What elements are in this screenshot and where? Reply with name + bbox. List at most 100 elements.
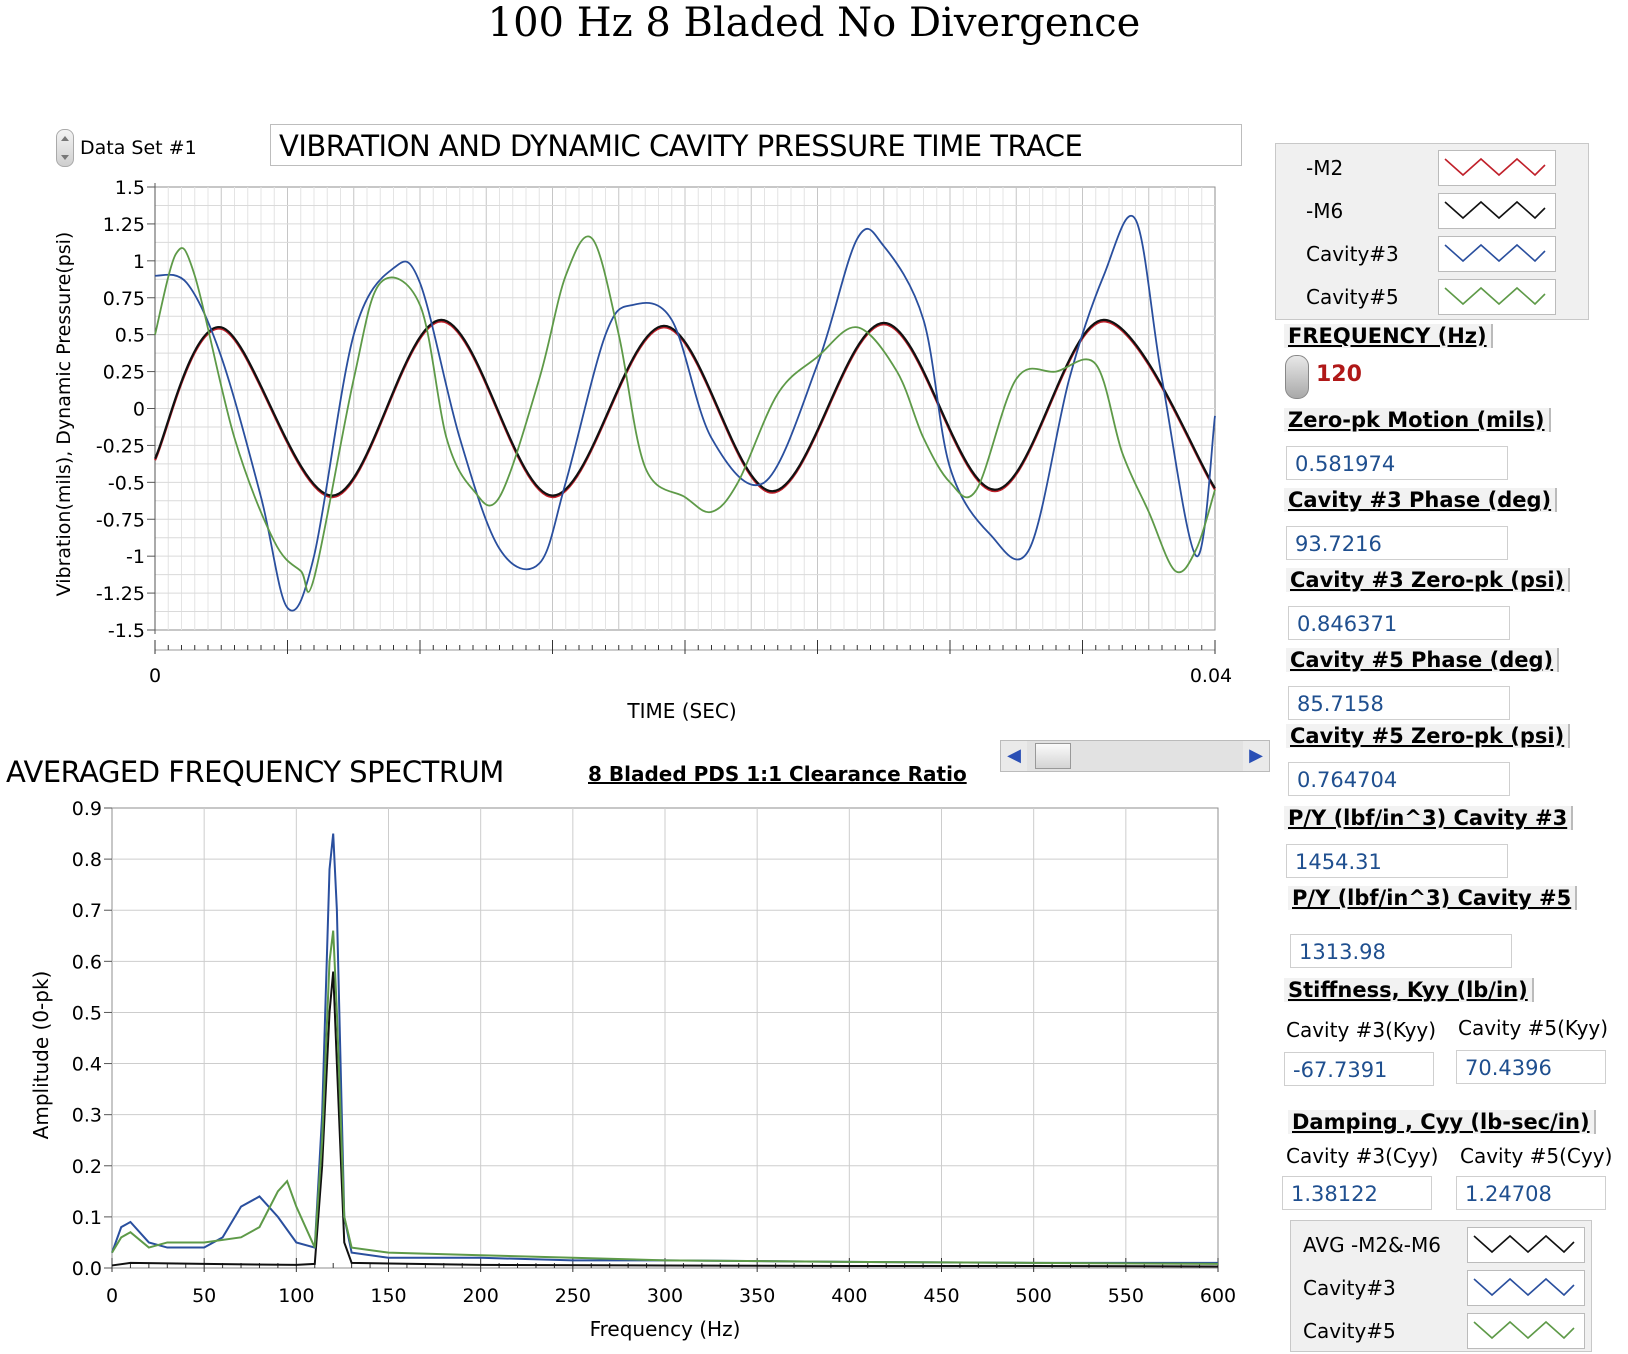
- frequency-value[interactable]: 120: [1316, 362, 1362, 387]
- spectrum-chart-y-tick-label: 0.3: [72, 1105, 102, 1127]
- time-trace-chart: 1.5 1.25 1 0.75 0.5 0.25 0 -0.25 -0.5 -0.75 -1 -1.2…: [53, 177, 1232, 723]
- legend-swatch: [1438, 150, 1556, 186]
- legend-line-icon: [1444, 157, 1546, 177]
- zero-pk-motion-value: 0.581974: [1286, 446, 1508, 480]
- cavity5-phase-label: Cavity #5 Phase (deg): [1286, 648, 1560, 672]
- legend-label: -M6: [1306, 199, 1344, 223]
- legend-line-mark: [1444, 286, 1546, 306]
- cavity3-phase-label: Cavity #3 Phase (deg): [1284, 488, 1558, 512]
- time-chart-legend: -M2 -M6 Cavity#3 Cavity#5: [1275, 143, 1589, 320]
- time-chart-y-tick-label: -1.5: [108, 620, 145, 642]
- py-cavity5-value: 1313.98: [1290, 934, 1512, 968]
- spectrum-chart: 0.0 0.1 0.2 0.3 0.4 0.5 0.6 0.7 0.8 0.9 0 50 100 150 2…: [29, 800, 1236, 1341]
- spectrum-chart-y-tick-label: 0.8: [72, 849, 102, 871]
- spectrum-chart-y-tick-label: 0.9: [72, 800, 102, 820]
- time-series-m6: [154, 318, 1216, 497]
- spectrum-chart-x-tick-label: 600: [1200, 1285, 1236, 1307]
- spectrum-chart-y-tick-label: 0.2: [72, 1156, 102, 1178]
- time-chart-scrollbar[interactable]: ◀ ▶: [1000, 740, 1270, 772]
- cavity3-kyy-value: -67.7391: [1284, 1052, 1434, 1086]
- time-chart-ticks: 1.5 1.25 1 0.75 0.5 0.25 0 -0.25 -0.5 -0.75 -1 -1.2…: [96, 177, 1232, 687]
- legend-line-icon: [1444, 200, 1546, 220]
- legend-swatch: [1467, 1270, 1585, 1306]
- scroll-left-icon[interactable]: ◀: [1001, 741, 1027, 771]
- time-chart-y-tick-label: -1.25: [96, 583, 145, 605]
- legend-label: Cavity#3: [1306, 242, 1399, 266]
- legend-line-mark: [1473, 1234, 1575, 1254]
- cavity3-cyy-label: Cavity #3(Cyy): [1286, 1144, 1439, 1168]
- spectrum-chart-x-tick-label: 100: [278, 1285, 314, 1307]
- legend-swatch: [1467, 1313, 1585, 1349]
- time-chart-y-tick-label: 1.25: [103, 214, 145, 236]
- cavity5-zero-pk-label: Cavity #5 Zero-pk (psi): [1286, 724, 1571, 748]
- dataset-spinner-icon[interactable]: [56, 129, 74, 167]
- spectrum-chart-title: AVERAGED FREQUENCY SPECTRUM: [6, 755, 504, 789]
- scroll-right-icon[interactable]: ▶: [1243, 741, 1269, 771]
- spectrum-chart-x-tick-label: 250: [555, 1285, 591, 1307]
- spectrum-chart-x-tick-label: 200: [463, 1285, 499, 1307]
- spectrum-series-cavity5: [111, 930, 1219, 1265]
- legend-label: AVG -M2&-M6: [1303, 1233, 1441, 1257]
- cavity3-phase-value: 93.7216: [1286, 526, 1508, 560]
- frequency-label: FREQUENCY (Hz): [1284, 324, 1493, 348]
- legend-line-mark: [1473, 1277, 1575, 1297]
- scroll-thumb[interactable]: [1035, 743, 1071, 769]
- stiffness-label: Stiffness, Kyy (lb/in): [1284, 978, 1534, 1002]
- time-chart-series: [154, 215, 1216, 612]
- spectrum-chart-ticks: 0.0 0.1 0.2 0.3 0.4 0.5 0.6 0.7 0.8 0.9 0 50 100 150 2…: [72, 800, 1236, 1307]
- spectrum-chart-x-tick-label: 0: [106, 1285, 118, 1307]
- dataset-selector[interactable]: Data Set #1: [56, 126, 260, 170]
- spectrum-chart-y-tick-label: 0.0: [72, 1258, 102, 1280]
- time-chart-y-tick-label: 0: [133, 399, 145, 421]
- damping-label: Damping , Cyy (lb-sec/in): [1288, 1110, 1596, 1134]
- legend-label: Cavity#5: [1306, 285, 1399, 309]
- legend-swatch: [1438, 279, 1556, 315]
- time-chart-y-label: Vibration(mils), Dynamic Pressure(psi): [53, 232, 75, 597]
- legend-item: Cavity#5: [1291, 1311, 1591, 1351]
- time-chart-x-tick-label: 0: [149, 665, 161, 687]
- py-cavity3-label: P/Y (lbf/in^3) Cavity #3: [1284, 806, 1574, 830]
- time-chart-grid: [154, 186, 1216, 631]
- cavity5-kyy-label: Cavity #5(Kyy): [1458, 1016, 1609, 1040]
- cavity5-cyy-value: 1.24708: [1456, 1176, 1606, 1210]
- legend-line-icon: [1473, 1320, 1575, 1340]
- cavity5-kyy-value: 70.4396: [1456, 1050, 1606, 1084]
- time-chart-y-tick-label: -0.75: [96, 509, 145, 531]
- cavity3-kyy-label: Cavity #3(Kyy): [1286, 1018, 1437, 1042]
- time-chart-y-tick-label: 1: [133, 251, 145, 273]
- time-chart-y-tick-label: -0.5: [108, 472, 145, 494]
- time-series-cavity5: [154, 235, 1216, 593]
- legend-item: -M2: [1276, 148, 1588, 188]
- spectrum-chart-y-label: Amplitude (0-pk): [29, 971, 53, 1140]
- time-chart-y-tick-label: 0.75: [103, 288, 145, 310]
- time-chart-y-tick-label: 0.25: [103, 362, 145, 384]
- spectrum-chart-x-tick-label: 350: [739, 1285, 775, 1307]
- spectrum-series-avgm2m6: [111, 971, 1219, 1268]
- legend-line-icon: [1444, 243, 1546, 263]
- cavity3-zero-pk-value: 0.846371: [1288, 606, 1510, 640]
- legend-line-icon: [1473, 1277, 1575, 1297]
- time-chart-y-tick-label: -0.25: [96, 435, 145, 457]
- cavity5-zero-pk-value: 0.764704: [1288, 762, 1510, 796]
- spectrum-chart-series: [111, 833, 1219, 1268]
- legend-item: Cavity#3: [1291, 1268, 1591, 1308]
- spectrum-chart-x-label: Frequency (Hz): [590, 1317, 741, 1341]
- legend-line-icon: [1473, 1234, 1575, 1254]
- spectrum-chart-x-tick-label: 300: [647, 1285, 683, 1307]
- frequency-spinner-icon[interactable]: [1285, 355, 1309, 399]
- dataset-label: Data Set #1: [80, 137, 197, 159]
- legend-swatch: [1438, 236, 1556, 272]
- legend-swatch: [1438, 193, 1556, 229]
- spectrum-chart-x-tick-label: 50: [192, 1285, 216, 1307]
- spectrum-series-cavity3: [111, 833, 1218, 1264]
- legend-label: -M2: [1306, 156, 1344, 180]
- spectrum-chart-x-tick-label: 450: [923, 1285, 959, 1307]
- time-chart-y-tick-label: 0.5: [115, 325, 145, 347]
- spectrum-chart-x-tick-label: 150: [370, 1285, 406, 1307]
- legend-line-mark: [1444, 243, 1546, 263]
- spectrum-chart-y-tick-label: 0.7: [72, 900, 102, 922]
- zero-pk-motion-label: Zero-pk Motion (mils): [1284, 408, 1551, 432]
- cavity3-cyy-value: 1.38122: [1282, 1176, 1432, 1210]
- spectrum-chart-x-tick-label: 400: [831, 1285, 867, 1307]
- spectrum-chart-y-tick-label: 0.6: [72, 951, 102, 973]
